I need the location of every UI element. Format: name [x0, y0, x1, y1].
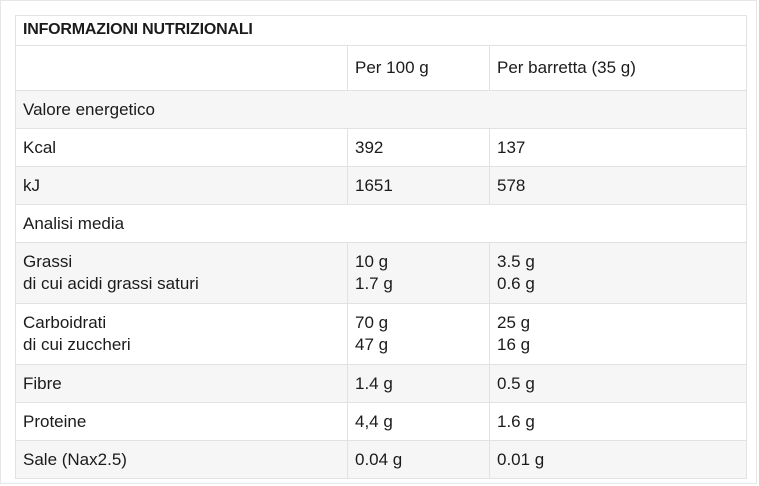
table-row-fibre: Fibre 1.4 g 0.5 g — [15, 364, 747, 403]
table-row-grassi: Grassi di cui acidi grassi saturi 10 g 1… — [15, 242, 747, 304]
per-100g-cell: 10 g 1.7 g — [347, 242, 490, 304]
nutrient-primary-label: Carboidrati — [23, 313, 107, 332]
nutrient-label-cell: Sale (Nax2.5) — [15, 440, 348, 479]
table-row-section-energia: Valore energetico — [15, 90, 747, 129]
per-barretta-cell: 0.01 g — [489, 440, 747, 479]
table-row-sale: Sale (Nax2.5) 0.04 g 0.01 g — [15, 440, 747, 479]
nutrition-table-container: INFORMAZIONI NUTRIZIONALI Per 100 g Per … — [15, 15, 747, 479]
section-label: Analisi media — [15, 204, 747, 243]
table-title: INFORMAZIONI NUTRIZIONALI — [15, 15, 747, 46]
per-100g-cell: 0.04 g — [347, 440, 490, 479]
table-row-carboidrati: Carboidrati di cui zuccheri 70 g 47 g 25… — [15, 303, 747, 365]
nutrient-label-cell: kJ — [15, 166, 348, 205]
header-per-barretta-cell: Per barretta (35 g) — [489, 45, 747, 91]
per-barretta-sub-value: 16 g — [497, 335, 531, 354]
per-barretta-primary-value: 25 g — [497, 313, 531, 332]
nutrient-sub-label: di cui acidi grassi saturi — [23, 274, 199, 293]
table-row-kcal: Kcal 392 137 — [15, 128, 747, 167]
per-100g-sub-value: 47 g — [355, 335, 389, 354]
nutrient-primary-label: Grassi — [23, 252, 73, 271]
header-per-100g-cell: Per 100 g — [347, 45, 490, 91]
per-100g-cell: 1651 — [347, 166, 490, 205]
nutrient-label-cell: Proteine — [15, 402, 348, 441]
table-row-header: Per 100 g Per barretta (35 g) — [15, 45, 747, 91]
table-row-section-analisi: Analisi media — [15, 204, 747, 243]
nutrient-label-cell: Kcal — [15, 128, 348, 167]
nutrient-label-cell: Fibre — [15, 364, 348, 403]
per-barretta-cell: 3.5 g 0.6 g — [489, 242, 747, 304]
per-barretta-sub-value: 0.6 g — [497, 274, 535, 293]
nutrient-label-cell: Carboidrati di cui zuccheri — [15, 303, 348, 365]
per-100g-cell: 392 — [347, 128, 490, 167]
per-barretta-cell: 25 g 16 g — [489, 303, 747, 365]
table-row-title: INFORMAZIONI NUTRIZIONALI — [15, 15, 747, 46]
per-barretta-cell: 0.5 g — [489, 364, 747, 403]
table-row-kj: kJ 1651 578 — [15, 166, 747, 205]
per-100g-cell: 1.4 g — [347, 364, 490, 403]
header-label-cell — [15, 45, 348, 91]
per-barretta-cell: 1.6 g — [489, 402, 747, 441]
per-barretta-cell: 578 — [489, 166, 747, 205]
per-100g-primary-value: 70 g — [355, 313, 389, 332]
nutrient-label-cell: Grassi di cui acidi grassi saturi — [15, 242, 348, 304]
per-barretta-primary-value: 3.5 g — [497, 252, 535, 271]
nutrient-sub-label: di cui zuccheri — [23, 335, 131, 354]
per-100g-sub-value: 1.7 g — [355, 274, 393, 293]
section-label: Valore energetico — [15, 90, 747, 129]
per-100g-cell: 4,4 g — [347, 402, 490, 441]
nutrition-table: INFORMAZIONI NUTRIZIONALI Per 100 g Per … — [15, 15, 747, 479]
per-barretta-cell: 137 — [489, 128, 747, 167]
table-row-proteine: Proteine 4,4 g 1.6 g — [15, 402, 747, 441]
per-100g-cell: 70 g 47 g — [347, 303, 490, 365]
per-100g-primary-value: 10 g — [355, 252, 389, 271]
